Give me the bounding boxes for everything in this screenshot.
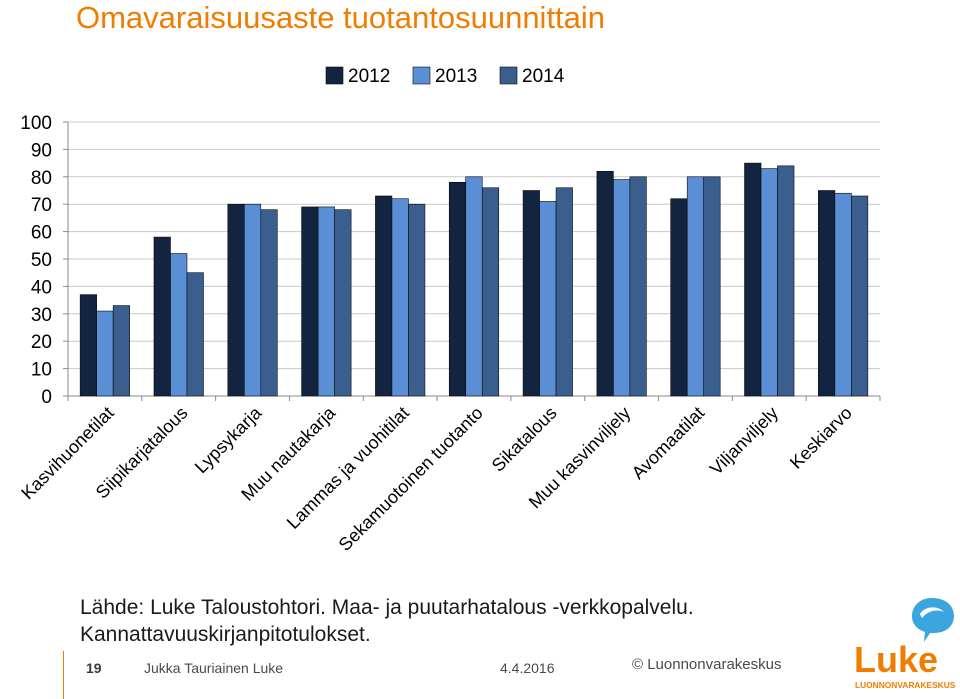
bar-2013 bbox=[539, 201, 557, 397]
y-tick-label: 60 bbox=[31, 223, 52, 244]
y-tick-label: 10 bbox=[31, 360, 52, 381]
page-number: 19 bbox=[86, 660, 102, 676]
bar-2012 bbox=[744, 162, 762, 397]
x-tick-label: Lammas ja vuohitilat bbox=[283, 403, 413, 533]
bar-2012 bbox=[227, 203, 245, 397]
bar-2014 bbox=[334, 209, 352, 397]
bar-2012 bbox=[596, 171, 614, 397]
bar-2014 bbox=[851, 195, 869, 397]
bar-2012 bbox=[301, 206, 319, 397]
bar-2014 bbox=[112, 305, 130, 397]
bar-2014 bbox=[481, 187, 500, 397]
legend-swatch bbox=[412, 66, 431, 85]
footer-divider bbox=[63, 651, 64, 699]
y-tick-label: 80 bbox=[31, 168, 52, 189]
footer-copyright: © Luonnonvarakeskus bbox=[632, 656, 782, 673]
y-tick-label: 90 bbox=[31, 140, 52, 161]
footer-author: Jukka Tauriainen Luke bbox=[144, 660, 284, 676]
bar-2012 bbox=[818, 190, 836, 397]
legend-swatch bbox=[499, 66, 518, 85]
x-tick-label: Sikatalous bbox=[488, 403, 561, 476]
chart-title: Omavaraisuusaste tuotantosuunnittain bbox=[76, 0, 606, 35]
x-tick-label: Sekamuotoinen tuotanto bbox=[335, 403, 487, 555]
y-tick-label: 50 bbox=[31, 250, 52, 271]
bar-2013 bbox=[686, 176, 705, 397]
legend-label: 2013 bbox=[435, 66, 477, 87]
legend-swatch bbox=[325, 66, 344, 85]
bar-2013 bbox=[317, 206, 335, 397]
bar-2012 bbox=[375, 195, 393, 397]
x-tick-label: Viljanviljely bbox=[706, 403, 782, 479]
x-tick-label: Avomaatilat bbox=[628, 403, 708, 483]
bar-2013 bbox=[96, 310, 114, 397]
bar-2013 bbox=[465, 176, 483, 397]
bars bbox=[79, 162, 869, 397]
y-axis: 0 10 20 30 40 50 60 70 80 90 100 bbox=[20, 113, 881, 408]
legend-label: 2012 bbox=[348, 66, 390, 87]
bar-2012 bbox=[153, 236, 171, 397]
bar-2012 bbox=[79, 294, 97, 397]
logo-subtext: LUONNONVARAKESKUS bbox=[855, 680, 956, 690]
bar-2014 bbox=[186, 272, 204, 397]
bar-2014 bbox=[777, 165, 795, 397]
bar-2013 bbox=[760, 168, 778, 397]
bar-2012 bbox=[670, 198, 688, 397]
bar-2013 bbox=[391, 198, 409, 397]
bar-chart: 0 10 20 30 40 50 60 70 80 90 100 KasvihuonetilatSi… bbox=[17, 66, 881, 555]
bubble-swirl-icon bbox=[920, 607, 944, 618]
speech-bubble-icon bbox=[912, 598, 954, 642]
bar-2014 bbox=[555, 187, 573, 397]
y-tick-label: 20 bbox=[31, 332, 52, 353]
y-tick-label: 40 bbox=[31, 277, 52, 298]
source-note: Lähde: Luke Taloustohtori. Maa- ja puuta… bbox=[80, 594, 694, 648]
bar-2014 bbox=[260, 209, 278, 397]
bar-2013 bbox=[613, 179, 631, 397]
x-tick-label: Lypsykarja bbox=[191, 402, 266, 477]
logo-text: Luke bbox=[854, 639, 938, 680]
bar-2014 bbox=[703, 176, 721, 397]
x-tick-label: Keskiarvo bbox=[786, 403, 856, 473]
source-line-2: Kannattavuuskirjanpitotulokset. bbox=[80, 623, 371, 646]
legend-label: 2014 bbox=[522, 66, 565, 87]
y-tick-label: 70 bbox=[31, 195, 52, 216]
luke-logo: Luke LUONNONVARAKESKUS bbox=[854, 598, 956, 690]
bar-2013 bbox=[170, 253, 188, 397]
bar-2012 bbox=[522, 190, 540, 397]
y-tick-label: 100 bbox=[20, 113, 52, 134]
bar-2012 bbox=[448, 181, 467, 397]
y-tick-label: 0 bbox=[41, 387, 52, 408]
bar-2014 bbox=[629, 176, 647, 397]
legend: 2012 2013 2014 bbox=[325, 66, 565, 87]
source-line-1: Lähde: Luke Taloustohtori. Maa- ja puuta… bbox=[80, 596, 694, 619]
bar-2013 bbox=[243, 203, 262, 397]
footer-date: 4.4.2016 bbox=[500, 660, 555, 676]
bar-2013 bbox=[834, 192, 852, 397]
y-tick-label: 30 bbox=[31, 305, 52, 326]
bar-2014 bbox=[408, 203, 426, 397]
